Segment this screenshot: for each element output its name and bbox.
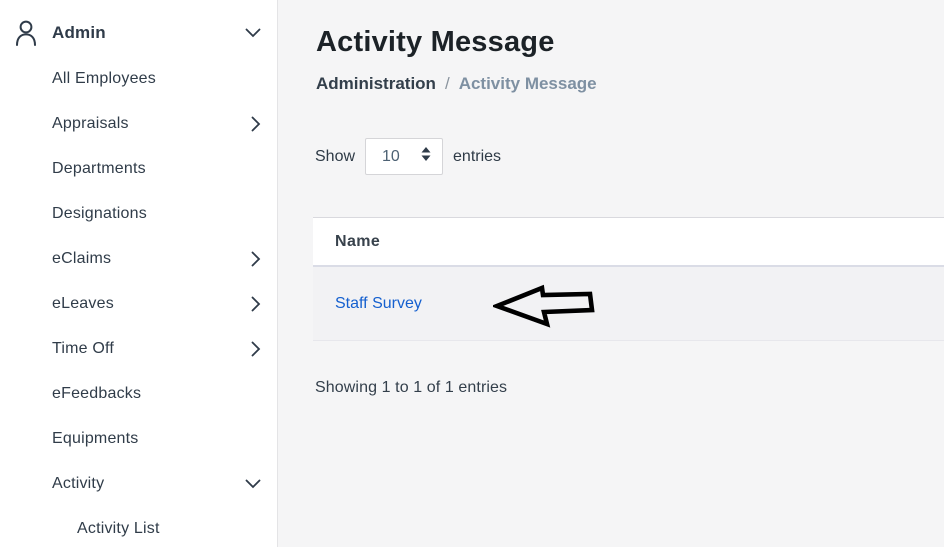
select-spinner-icon (420, 146, 432, 167)
sidebar-item-admin[interactable]: Admin (0, 9, 277, 56)
sidebar-item-label: Designations (52, 204, 147, 222)
chevron-right-icon (251, 296, 261, 312)
entries-length-control: Show 10 entries (315, 138, 944, 175)
table-info-text: Showing 1 to 1 of 1 entries (315, 379, 508, 396)
sidebar-item-label: Appraisals (52, 114, 129, 132)
sidebar-item-label: eFeedbacks (52, 384, 142, 402)
breadcrumb-current-page: Activity Message (458, 74, 597, 93)
sidebar-item-efeedbacks[interactable]: eFeedbacks (0, 371, 277, 416)
chevron-right-icon (251, 116, 261, 132)
sidebar-item-equipments[interactable]: Equipments (0, 416, 277, 461)
entries-per-page-select[interactable]: 10 (365, 138, 444, 175)
sidebar-item-label: Departments (52, 159, 146, 177)
sidebar-item-activity[interactable]: Activity (0, 461, 277, 506)
sidebar: Admin All Employees Appraisals Departmen… (0, 0, 278, 547)
sidebar-item-label: All Employees (52, 69, 156, 87)
hand-drawn-arrow-left-icon (490, 283, 597, 329)
user-icon (14, 20, 38, 46)
sidebar-item-designations[interactable]: Designations (0, 191, 277, 236)
breadcrumb-administration-link[interactable]: Administration (316, 74, 436, 93)
sidebar-item-label: Equipments (52, 429, 139, 447)
table-row: Staff Survey (313, 267, 944, 341)
sidebar-item-eclaims[interactable]: eClaims (0, 236, 277, 281)
sidebar-item-departments[interactable]: Departments (0, 146, 277, 191)
column-header-name[interactable]: Name (335, 232, 381, 250)
sidebar-item-all-employees[interactable]: All Employees (0, 56, 277, 101)
sidebar-item-label: eClaims (52, 249, 112, 267)
sidebar-item-label: eLeaves (52, 294, 114, 312)
main-content: Activity Message Administration / Activi… (278, 0, 944, 547)
sidebar-item-eleaves[interactable]: eLeaves (0, 281, 277, 326)
chevron-right-icon (251, 251, 261, 267)
activity-message-table: Name Staff Survey (313, 217, 944, 341)
chevron-right-icon (251, 341, 261, 357)
chevron-down-icon (245, 28, 261, 38)
breadcrumb-separator: / (444, 74, 450, 93)
sidebar-item-time-off[interactable]: Time Off (0, 326, 277, 371)
sidebar-item-label: Activity List (77, 519, 160, 537)
entries-label: entries (453, 147, 502, 165)
sidebar-item-label: Activity (52, 474, 105, 492)
sidebar-item-label: Time Off (52, 339, 115, 357)
entries-per-page-value: 10 (382, 147, 400, 165)
sidebar-item-appraisals[interactable]: Appraisals (0, 101, 277, 146)
sidebar-item-label: Admin (52, 22, 106, 42)
table-header-row: Name (313, 217, 944, 267)
page-title: Activity Message (316, 26, 555, 58)
sidebar-item-activity-list[interactable]: Activity List (0, 506, 277, 547)
breadcrumb: Administration / Activity Message (316, 74, 944, 94)
show-label: Show (315, 147, 356, 165)
staff-survey-link[interactable]: Staff Survey (335, 294, 422, 312)
chevron-down-icon (245, 479, 261, 489)
